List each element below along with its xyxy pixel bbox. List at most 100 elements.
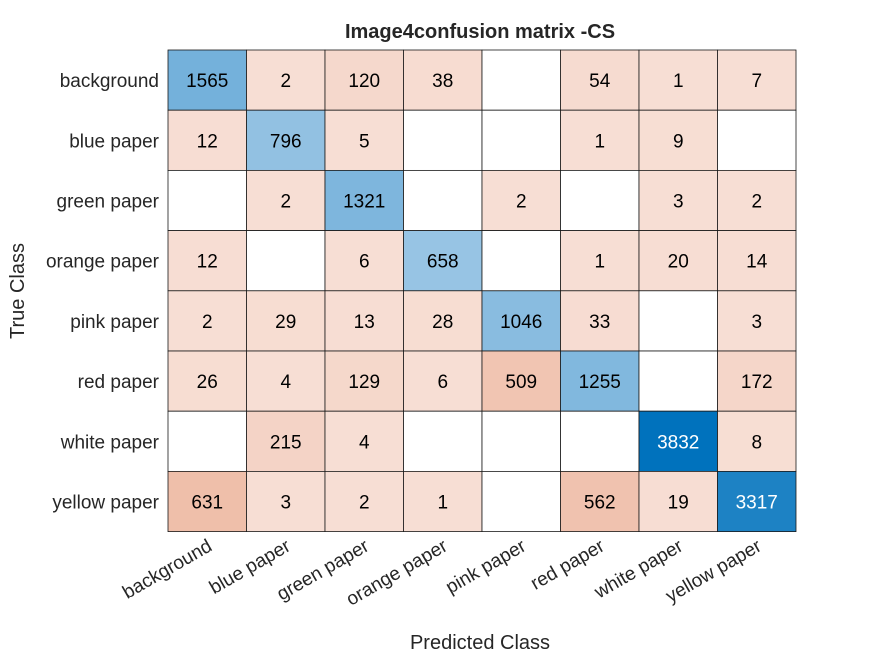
matrix-cell — [246, 470, 326, 532]
matrix-cell — [717, 109, 797, 171]
matrix-cell — [560, 49, 640, 111]
matrix-cell — [403, 109, 483, 171]
matrix-cell — [638, 470, 718, 532]
cell-value-label: 6 — [437, 372, 448, 393]
cell-value-label: 2 — [751, 192, 762, 213]
row-label: red paper — [78, 372, 160, 393]
matrix-cell — [246, 49, 326, 111]
matrix-cell — [324, 169, 404, 231]
cell-value-label: 12 — [197, 252, 218, 273]
matrix-cell — [717, 290, 797, 352]
cell-value-label: 2 — [280, 192, 291, 213]
matrix-cell — [324, 109, 404, 171]
matrix-cell — [717, 169, 797, 231]
cell-value-label: 6 — [359, 252, 370, 273]
cell-value-label: 509 — [505, 372, 537, 393]
row-labels: background blue paper green paper orange pa… — [46, 71, 160, 513]
cell-value-label: 5 — [359, 131, 370, 152]
cell-value-label: 3317 — [736, 493, 778, 514]
cell-value-label: 29 — [275, 312, 296, 333]
matrix-cell — [246, 230, 326, 292]
matrix-cell — [167, 49, 247, 111]
column-label: background — [119, 536, 215, 604]
cell-value-label: 2 — [516, 192, 527, 213]
row-label: white paper — [60, 432, 160, 453]
matrix-cell — [717, 470, 797, 532]
matrix-cell — [717, 230, 797, 292]
cell-value-label: 3832 — [657, 432, 699, 453]
matrix-cell — [717, 350, 797, 412]
cell-value-label: 215 — [270, 432, 302, 453]
matrix-cell — [167, 410, 247, 472]
row-label: pink paper — [70, 312, 159, 333]
matrix-cell — [246, 290, 326, 352]
row-label: blue paper — [69, 131, 159, 152]
matrix-cell — [638, 410, 718, 472]
matrix-cell — [403, 169, 483, 231]
cell-value-label: 33 — [589, 312, 610, 333]
cell-value-label: 8 — [751, 432, 762, 453]
matrix-cell — [638, 109, 718, 171]
matrix-cell — [481, 230, 561, 292]
cell-value-label: 1565 — [186, 71, 228, 92]
chart-title: Image4confusion matrix -CS — [345, 21, 615, 43]
cell-value-label: 54 — [589, 71, 611, 92]
cell-value-label: 631 — [191, 493, 223, 514]
cell-value-label: 12 — [197, 131, 218, 152]
cell-value-label: 2 — [359, 493, 370, 514]
matrix-cell — [324, 230, 404, 292]
cell-value-label: 1321 — [343, 192, 385, 213]
matrix-cell — [560, 290, 640, 352]
matrix-cell — [481, 49, 561, 111]
matrix-cell — [560, 169, 640, 231]
matrix-cell — [403, 290, 483, 352]
matrix-cell — [560, 350, 640, 412]
matrix-cell — [638, 290, 718, 352]
matrix-cell — [638, 230, 718, 292]
row-label: orange paper — [46, 252, 160, 273]
cell-value-label: 3 — [280, 493, 291, 514]
cell-value-label: 28 — [432, 312, 453, 333]
matrix-cell — [246, 169, 326, 231]
matrix-cell — [481, 350, 561, 412]
heatmap-cells: 1565 2 120 38 54 1 712 796 5 1 92 1321 2 3 212 6 658 1 20 1… — [167, 49, 797, 532]
y-axis-label: True Class — [7, 243, 29, 339]
matrix-cell — [246, 410, 326, 472]
cell-value-label: 129 — [348, 372, 380, 393]
matrix-cell — [167, 470, 247, 532]
cell-value-label: 9 — [673, 131, 684, 152]
cell-value-label: 1 — [594, 252, 605, 273]
cell-value-label: 562 — [584, 493, 616, 514]
cell-value-label: 2 — [202, 312, 213, 333]
matrix-cell — [638, 350, 718, 412]
cell-value-label: 2 — [280, 71, 291, 92]
cell-value-label: 13 — [354, 312, 375, 333]
cell-value-label: 4 — [280, 372, 291, 393]
matrix-cell — [167, 350, 247, 412]
matrix-cell — [481, 109, 561, 171]
cell-value-label: 20 — [668, 252, 689, 273]
matrix-cell — [560, 470, 640, 532]
row-label: green paper — [57, 192, 160, 213]
matrix-cell — [403, 410, 483, 472]
matrix-cell — [560, 230, 640, 292]
cell-value-label: 1 — [437, 493, 448, 514]
cell-value-label: 26 — [197, 372, 218, 393]
cell-value-label: 14 — [746, 252, 768, 273]
matrix-cell — [324, 410, 404, 472]
matrix-cell — [167, 109, 247, 171]
x-axis-label: Predicted Class — [410, 632, 550, 654]
row-label: background — [60, 71, 159, 92]
cell-value-label: 7 — [751, 71, 762, 92]
matrix-cell — [638, 169, 718, 231]
cell-value-label: 1255 — [579, 372, 621, 393]
row-label: yellow paper — [52, 493, 159, 514]
matrix-cell — [481, 290, 561, 352]
matrix-cell — [324, 49, 404, 111]
cell-value-label: 3 — [673, 192, 684, 213]
cell-value-label: 172 — [741, 372, 773, 393]
cell-value-label: 1 — [594, 131, 605, 152]
